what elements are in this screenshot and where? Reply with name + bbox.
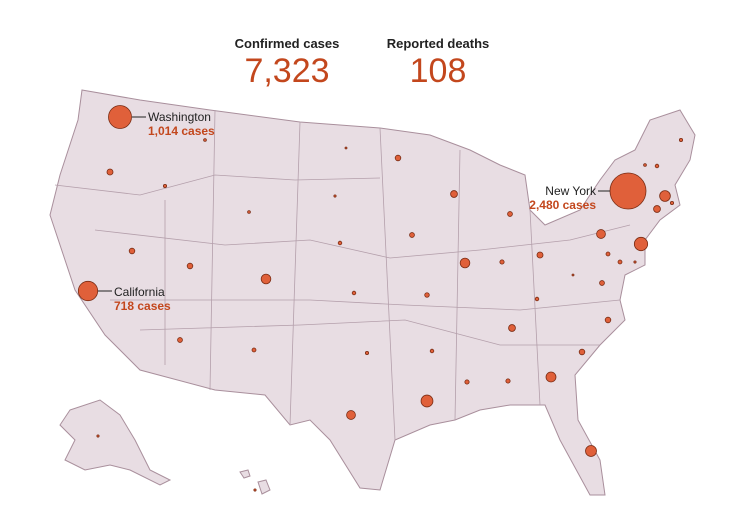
case-bubble (106, 168, 114, 176)
case-bubble (351, 290, 357, 296)
case-bubble (585, 445, 597, 457)
case-bubble (424, 292, 430, 298)
case-bubble (633, 260, 637, 264)
cases-total: 7,323 (244, 52, 329, 90)
hawaii (257, 479, 271, 495)
alaska (59, 399, 172, 486)
hawaii (239, 469, 251, 479)
case-bubble (643, 163, 647, 167)
state-label: New York (545, 184, 597, 198)
case-bubble (545, 371, 557, 383)
case-bubble (128, 247, 136, 255)
case-bubble (609, 172, 647, 210)
bubbles (77, 105, 684, 492)
case-bubble (669, 200, 675, 206)
case-bubble (108, 105, 132, 129)
case-bubble (247, 210, 251, 214)
case-bubble (596, 229, 606, 239)
case-bubble (536, 251, 544, 259)
case-bubble (678, 137, 684, 143)
case-bubble (260, 273, 272, 285)
case-bubble (251, 347, 257, 353)
case-bubble (203, 138, 207, 142)
us-outline (49, 89, 696, 496)
case-bubble (571, 273, 575, 277)
state-label: California (114, 285, 165, 299)
case-bubble (507, 211, 513, 217)
deaths-title: Reported deaths (387, 36, 490, 51)
case-label: 718 cases (114, 299, 171, 313)
case-label: 2,480 cases (529, 198, 596, 212)
case-bubble (344, 146, 348, 150)
case-bubble (429, 348, 435, 354)
case-bubble (505, 378, 511, 384)
case-bubble (605, 251, 611, 257)
case-bubble (96, 434, 100, 438)
case-bubble (578, 348, 586, 356)
case-bubble (450, 190, 458, 198)
case-bubble (394, 154, 402, 162)
case-bubble (464, 379, 470, 385)
case-bubble (617, 259, 623, 265)
map (49, 89, 696, 496)
state-label: Washington (148, 110, 211, 124)
case-bubble (599, 280, 605, 286)
cases-title: Confirmed cases (235, 36, 340, 51)
case-bubble (499, 259, 505, 265)
case-label: 1,014 cases (148, 124, 215, 138)
case-bubble (654, 163, 660, 169)
case-bubble (253, 488, 257, 492)
case-bubble (186, 262, 194, 270)
case-bubble (337, 240, 343, 246)
case-bubble (177, 337, 183, 343)
case-bubble (633, 236, 649, 252)
case-bubble (653, 205, 661, 213)
case-bubble (604, 316, 612, 324)
case-bubble (77, 280, 99, 302)
case-bubble (162, 183, 168, 189)
case-bubble (409, 232, 415, 238)
case-bubble (333, 194, 337, 198)
case-bubble (364, 350, 370, 356)
case-bubble (508, 324, 516, 332)
state-borders (54, 109, 631, 441)
case-bubble (420, 394, 434, 408)
case-bubble (459, 257, 471, 269)
case-bubble (346, 410, 356, 420)
case-bubble (659, 190, 671, 202)
deaths-total: 108 (410, 52, 467, 90)
case-bubble (534, 296, 540, 302)
